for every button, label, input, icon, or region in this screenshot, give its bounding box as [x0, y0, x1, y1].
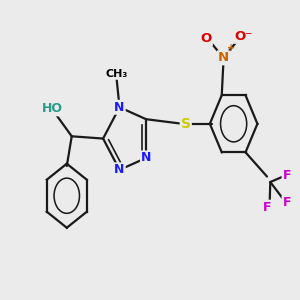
Text: N: N — [114, 164, 125, 176]
Text: O⁻: O⁻ — [234, 30, 252, 43]
Text: CH₃: CH₃ — [105, 69, 128, 79]
Text: F: F — [263, 201, 271, 214]
Text: +: + — [226, 43, 235, 53]
Text: HO: HO — [41, 102, 62, 115]
Text: S: S — [181, 117, 191, 131]
Text: N: N — [114, 101, 125, 114]
Text: N: N — [218, 51, 229, 64]
Text: F: F — [283, 169, 291, 182]
Text: O: O — [201, 32, 212, 45]
Text: N: N — [141, 152, 151, 164]
Text: F: F — [283, 196, 291, 209]
